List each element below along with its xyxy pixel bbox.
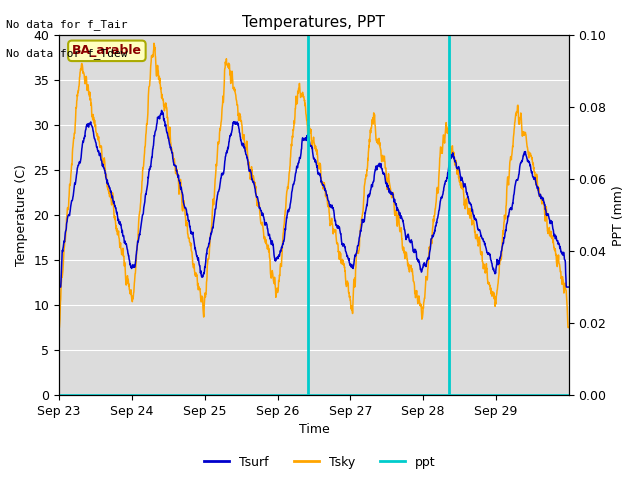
Text: No data for f_Tdew: No data for f_Tdew	[6, 48, 128, 59]
Legend: Tsurf, Tsky, ppt: Tsurf, Tsky, ppt	[199, 451, 441, 474]
Title: Temperatures, PPT: Temperatures, PPT	[243, 15, 385, 30]
Text: No data for f_Tair: No data for f_Tair	[6, 19, 128, 30]
X-axis label: Time: Time	[299, 423, 330, 436]
Text: BA_arable: BA_arable	[72, 44, 142, 57]
Y-axis label: PPT (mm): PPT (mm)	[612, 185, 625, 245]
Y-axis label: Temperature (C): Temperature (C)	[15, 164, 28, 266]
